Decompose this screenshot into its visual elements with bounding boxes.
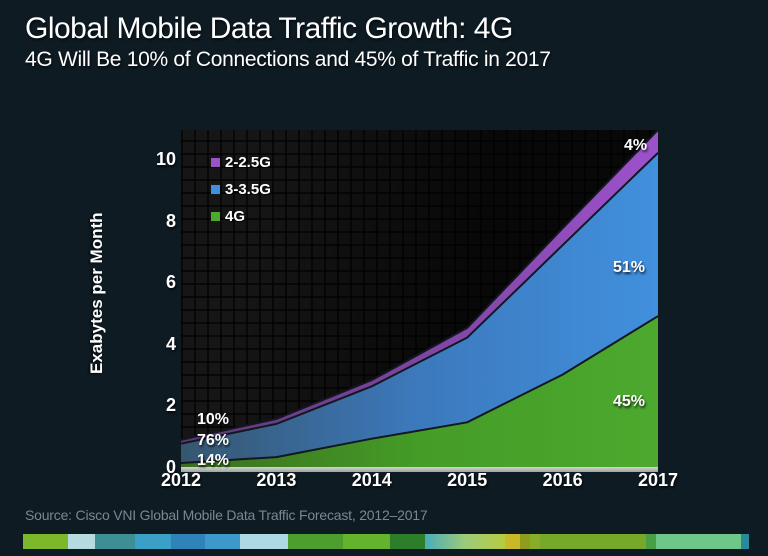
strip-segment	[656, 534, 741, 549]
x-tick-label: 2012	[160, 470, 202, 490]
y-axis-title: Exabytes per Month	[87, 212, 106, 374]
legend-label: 2-2.5G	[225, 154, 271, 171]
percent-label: 10%	[197, 411, 230, 428]
legend-label: 4G	[225, 208, 246, 225]
strip-segment	[741, 534, 749, 549]
strip-segment	[171, 534, 205, 549]
legend-swatch-icon	[211, 185, 220, 194]
legend-swatch-icon	[211, 212, 220, 221]
strip-segment	[425, 534, 505, 549]
percent-label: 14%	[197, 452, 230, 469]
strip-segment	[205, 534, 240, 549]
page-title: Global Mobile Data Traffic Growth: 4G	[25, 12, 513, 45]
strip-segment	[343, 534, 390, 549]
x-axis-line	[181, 467, 658, 472]
legend-swatch-icon	[211, 158, 220, 167]
strip-segment	[240, 534, 288, 549]
y-tick-label: 0	[165, 457, 176, 477]
strip-segment	[505, 534, 520, 549]
x-tick-label: 2015	[447, 470, 488, 490]
percent-label: 76%	[197, 432, 230, 449]
page-subtitle: 4G Will Be 10% of Connections and 45% of…	[25, 48, 551, 71]
y-tick-label: 10	[155, 148, 176, 169]
plot-area: 2-2.5G 3-3.5G 4G	[181, 130, 658, 467]
decorative-color-strip	[23, 534, 749, 549]
strip-segment	[646, 534, 656, 549]
x-tick-label: 2013	[256, 470, 297, 490]
percent-label: 45%	[613, 393, 646, 410]
boundary-3-3.5G	[181, 152, 658, 445]
legend-item: 3-3.5G	[211, 176, 271, 203]
strip-segment	[95, 534, 135, 549]
source-caption: Source: Cisco VNI Global Mobile Data Tra…	[25, 507, 428, 523]
legend: 2-2.5G 3-3.5G 4G	[211, 149, 271, 230]
stacked-area-chart	[181, 130, 658, 467]
area-4G	[181, 316, 658, 467]
strip-segment	[530, 534, 540, 549]
x-tick-label: 2017	[637, 470, 679, 490]
boundary-4G	[181, 315, 658, 464]
strip-segment	[390, 534, 425, 549]
strip-segment	[23, 534, 68, 549]
y-tick-label: 2	[165, 395, 176, 416]
y-tick-label: 8	[165, 210, 176, 231]
legend-label: 3-3.5G	[225, 181, 271, 198]
strip-segment	[68, 534, 95, 549]
y-tick-label: 4	[165, 333, 176, 354]
legend-item: 2-2.5G	[211, 149, 271, 176]
strip-segment	[540, 534, 646, 549]
boundary-2-2.5G	[181, 130, 658, 441]
x-tick-label: 2016	[542, 470, 583, 490]
x-tick-label: 2014	[351, 470, 392, 490]
legend-item: 4G	[211, 203, 271, 230]
percent-label: 4%	[624, 137, 648, 154]
strip-segment	[288, 534, 343, 549]
strip-segment	[135, 534, 171, 549]
percent-label: 51%	[613, 259, 646, 276]
y-tick-label: 6	[165, 272, 176, 293]
strip-segment	[520, 534, 530, 549]
